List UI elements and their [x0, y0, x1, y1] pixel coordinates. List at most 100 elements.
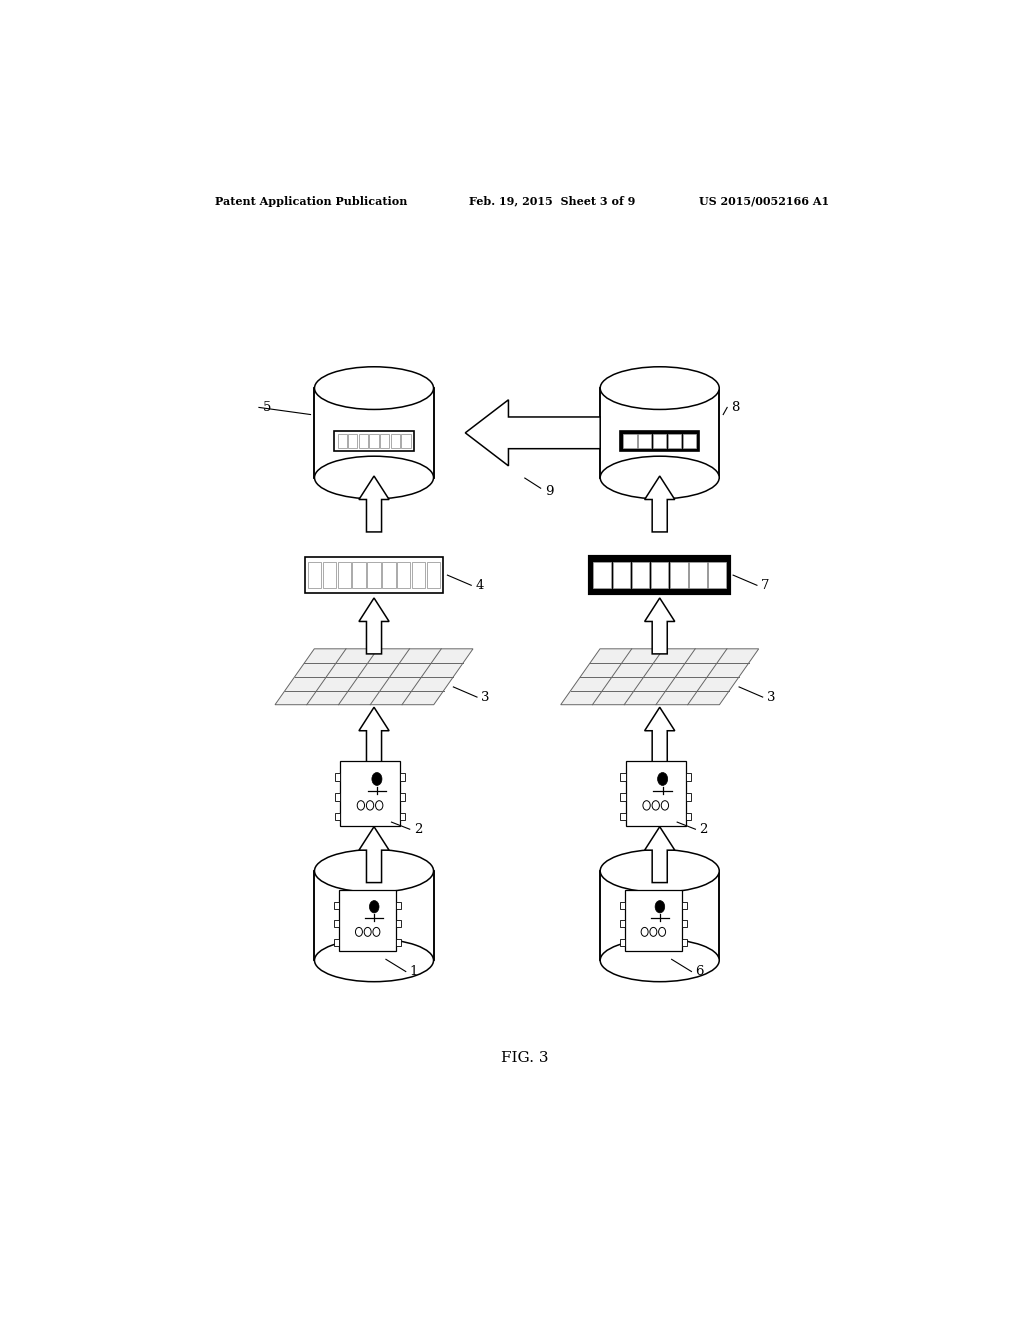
Bar	[352, 562, 366, 589]
Polygon shape	[561, 649, 759, 705]
Bar	[624, 434, 637, 449]
Bar	[683, 434, 696, 449]
Polygon shape	[645, 826, 675, 883]
Ellipse shape	[655, 900, 665, 913]
Bar	[338, 562, 351, 589]
Bar	[612, 562, 630, 589]
Ellipse shape	[600, 457, 719, 499]
Bar	[590, 557, 729, 594]
Polygon shape	[359, 708, 389, 763]
Bar	[335, 813, 340, 820]
Text: FIG. 3: FIG. 3	[501, 1051, 549, 1065]
Text: 3: 3	[767, 690, 775, 704]
Bar	[304, 557, 443, 594]
Text: 7: 7	[761, 578, 769, 591]
Text: 9: 9	[545, 484, 553, 498]
Ellipse shape	[314, 850, 433, 892]
Ellipse shape	[600, 850, 719, 892]
Bar	[339, 890, 396, 952]
Bar	[620, 902, 625, 908]
Bar	[621, 774, 626, 781]
Bar	[682, 920, 687, 928]
Bar	[620, 939, 625, 946]
Bar	[651, 562, 669, 589]
Bar	[370, 434, 379, 449]
Ellipse shape	[600, 367, 719, 409]
Bar	[625, 890, 682, 952]
Bar	[685, 774, 691, 781]
Text: 5: 5	[263, 401, 271, 414]
Ellipse shape	[600, 939, 719, 982]
Text: 1: 1	[410, 965, 418, 978]
Bar	[600, 388, 719, 478]
Bar	[334, 430, 414, 451]
Ellipse shape	[370, 900, 379, 913]
Bar	[682, 939, 687, 946]
Bar	[620, 430, 699, 451]
Bar	[348, 434, 357, 449]
Bar	[709, 562, 726, 589]
Bar	[396, 939, 401, 946]
Text: Patent Application Publication: Patent Application Publication	[215, 195, 408, 207]
Ellipse shape	[314, 367, 433, 409]
Bar	[396, 902, 401, 908]
Bar	[668, 434, 681, 449]
Ellipse shape	[314, 457, 433, 499]
Bar	[396, 920, 401, 928]
Bar	[399, 774, 406, 781]
Bar	[358, 434, 368, 449]
Bar	[338, 434, 346, 449]
Bar	[670, 562, 688, 589]
Bar	[399, 793, 406, 801]
Text: 2: 2	[699, 822, 708, 836]
Bar	[334, 939, 339, 946]
Polygon shape	[645, 708, 675, 763]
Polygon shape	[359, 477, 389, 532]
Bar	[632, 562, 649, 589]
Bar	[334, 902, 339, 908]
Bar	[335, 793, 340, 801]
Bar	[620, 920, 625, 928]
Bar	[682, 902, 687, 908]
Text: 3: 3	[481, 690, 489, 704]
Bar	[412, 562, 425, 589]
Bar	[621, 793, 626, 801]
Polygon shape	[359, 598, 389, 653]
Ellipse shape	[372, 772, 382, 785]
Ellipse shape	[657, 772, 668, 785]
Bar	[621, 813, 626, 820]
Polygon shape	[645, 598, 675, 653]
Polygon shape	[645, 477, 675, 532]
Text: Feb. 19, 2015  Sheet 3 of 9: Feb. 19, 2015 Sheet 3 of 9	[469, 195, 636, 207]
Text: 4: 4	[475, 578, 483, 591]
Bar	[397, 562, 411, 589]
Bar	[368, 562, 381, 589]
Text: US 2015/0052166 A1: US 2015/0052166 A1	[699, 195, 829, 207]
Bar	[382, 562, 395, 589]
Bar	[380, 434, 389, 449]
Polygon shape	[359, 826, 389, 883]
Ellipse shape	[314, 939, 433, 982]
Bar	[391, 434, 399, 449]
Bar	[427, 562, 440, 589]
Bar	[638, 434, 651, 449]
Bar	[689, 562, 707, 589]
Bar	[685, 813, 691, 820]
Polygon shape	[465, 400, 600, 466]
Bar	[308, 562, 322, 589]
Bar	[685, 793, 691, 801]
Text: 6: 6	[695, 965, 703, 978]
Bar	[401, 434, 411, 449]
Bar	[600, 871, 719, 961]
Bar	[399, 813, 406, 820]
Bar	[314, 388, 433, 478]
Bar	[594, 562, 611, 589]
Bar	[626, 762, 685, 826]
Bar	[314, 871, 433, 961]
Bar	[334, 920, 339, 928]
Bar	[323, 562, 336, 589]
Bar	[340, 762, 399, 826]
Bar	[653, 434, 667, 449]
Polygon shape	[275, 649, 473, 705]
Text: 8: 8	[731, 401, 739, 414]
